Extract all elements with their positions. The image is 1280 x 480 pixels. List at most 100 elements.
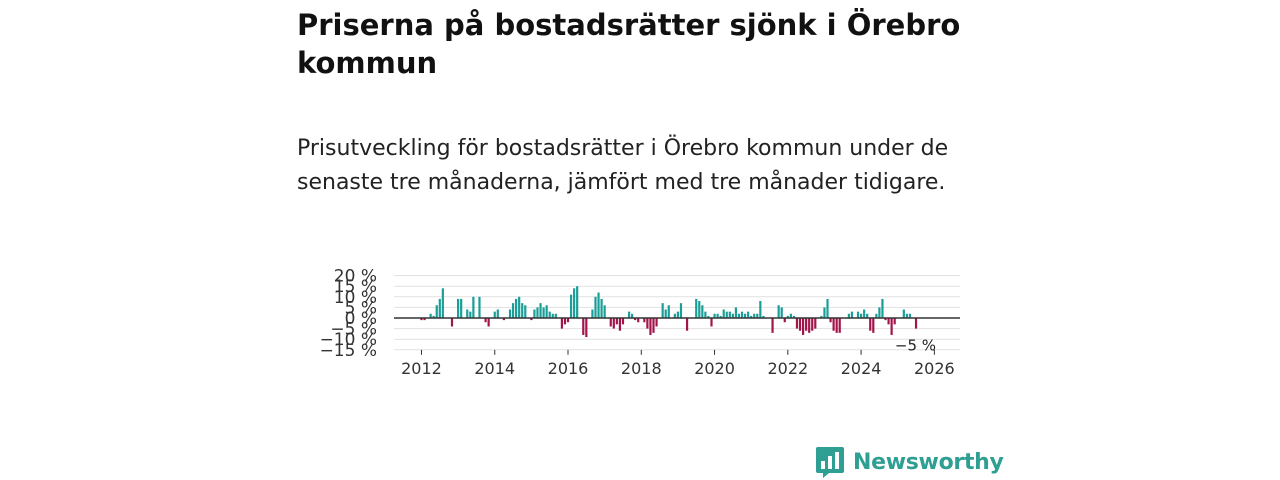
bar-negative	[450, 318, 454, 327]
bar-positive	[792, 315, 796, 318]
bar-negative	[884, 318, 887, 321]
bar-negative	[582, 318, 585, 335]
bar-positive	[826, 298, 829, 318]
bar-positive	[554, 313, 557, 318]
bar-positive	[627, 311, 631, 318]
y-tick-label: 0 %	[345, 309, 377, 329]
bar-positive	[661, 303, 664, 318]
bar-negative	[502, 318, 506, 321]
bar-positive	[902, 309, 905, 318]
bar-positive	[493, 311, 496, 318]
bar-positive	[695, 298, 698, 318]
bar-positive	[753, 313, 756, 318]
y-tick-label: −10 %	[320, 330, 377, 350]
x-axis-ticks: 2012 2014 2016 2018 2020 2022 2024 2026	[401, 349, 955, 378]
bar-positive	[460, 298, 463, 318]
bar-positive	[786, 315, 789, 318]
bar-positive	[676, 311, 680, 318]
bar-negative	[783, 318, 786, 323]
bar-positive	[734, 307, 738, 318]
x-tick-label: 2014	[474, 359, 515, 378]
bar-positive	[518, 296, 521, 318]
bar-positive	[508, 309, 512, 318]
bar-positive	[594, 296, 597, 318]
bar-positive	[905, 313, 908, 318]
bar-positive	[725, 311, 728, 318]
bar-negative	[811, 318, 814, 331]
bar-positive	[731, 313, 734, 318]
bar-positive	[478, 296, 481, 318]
bar-negative	[560, 318, 564, 329]
bar-negative	[484, 318, 487, 323]
x-tick-label: 2022	[767, 359, 808, 378]
bar-negative	[814, 318, 817, 329]
bar-positive	[789, 313, 792, 318]
bar-positive	[722, 309, 725, 318]
bar-positive	[533, 309, 536, 318]
bar-positive	[600, 298, 603, 318]
newsworthy-logo[interactable]: Newsworthy	[815, 444, 1004, 480]
bar-positive	[521, 303, 524, 318]
bar-positive	[704, 311, 707, 318]
bar-positive	[432, 315, 435, 318]
bar-negative	[893, 318, 896, 325]
bar-negative	[585, 318, 588, 338]
y-axis-ticks: −15 %−10 %−5 %0 %5 %10 %15 %20 %	[320, 267, 377, 361]
bar-positive	[472, 296, 475, 318]
bar-negative	[609, 318, 612, 327]
bar-positive	[524, 305, 527, 318]
x-tick-label: 2020	[694, 359, 735, 378]
bar-positive	[603, 305, 606, 318]
bar-positive	[881, 298, 884, 318]
bar-positive	[823, 307, 826, 318]
x-tick-label: 2012	[401, 359, 442, 378]
bar-negative	[487, 318, 490, 327]
bar-positive	[539, 303, 542, 318]
bar-positive	[466, 309, 469, 318]
bar-positive	[569, 294, 573, 318]
x-tick-label: 2016	[548, 359, 589, 378]
x-tick-label: 2026	[914, 359, 955, 378]
y-tick-label: 20 %	[334, 267, 377, 287]
bar-positive	[908, 313, 912, 318]
bar-positive	[438, 298, 441, 318]
y-tick-label: 10 %	[334, 288, 377, 308]
bar-negative	[615, 318, 618, 325]
bar-positive	[777, 305, 780, 318]
bar-positive	[441, 288, 444, 318]
bar-chart: −15 %−10 %−5 %0 %5 %10 %15 %20 % 2012 201…	[320, 267, 960, 378]
bar-positive	[591, 309, 594, 318]
bar-positive	[863, 309, 866, 318]
bar-positive	[664, 309, 667, 318]
bar-positive	[511, 303, 515, 318]
bar-positive	[545, 305, 548, 318]
bar-negative	[646, 318, 649, 329]
bar-positive	[756, 313, 759, 318]
bar-positive	[597, 292, 600, 318]
bar-negative	[649, 318, 652, 335]
bar-positive	[667, 305, 670, 318]
bar-positive	[737, 313, 741, 318]
bar-negative	[566, 318, 570, 323]
bar-positive	[762, 315, 765, 318]
bar-positive	[542, 307, 545, 318]
y-tick-label: −15 %	[320, 341, 377, 361]
bar-positive	[496, 309, 499, 318]
x-tick-label: 2018	[621, 359, 662, 378]
bar-negative	[710, 318, 713, 327]
grid-lines	[394, 275, 960, 351]
bar-positive	[859, 313, 863, 318]
newsworthy-logo-icon	[816, 447, 844, 478]
bar-positive	[847, 313, 850, 318]
y-tick-label: 5 %	[345, 298, 377, 318]
bar-negative	[805, 318, 808, 331]
bar-positive	[716, 313, 719, 318]
bar-positive	[701, 305, 704, 318]
bar-positive	[856, 311, 860, 318]
bar-negative	[771, 318, 774, 333]
bar-negative	[643, 318, 646, 323]
bar-negative	[634, 318, 637, 321]
bar-negative	[872, 318, 875, 333]
bar-positive	[740, 311, 744, 318]
bar-positive	[551, 313, 554, 318]
